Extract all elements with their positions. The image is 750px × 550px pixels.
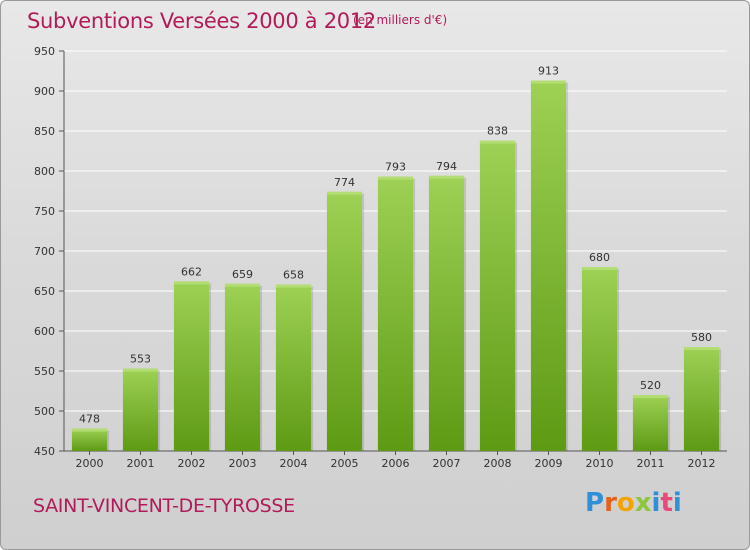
bar-highlight xyxy=(377,176,414,180)
value-labels: 478 553 662 659 658 774 793 794 838 913 680 520 580 xyxy=(79,65,712,426)
bar xyxy=(428,175,465,452)
value-label: 520 xyxy=(640,379,661,392)
y-tick-label: 750 xyxy=(34,205,55,218)
x-tick-label: 2009 xyxy=(535,457,563,470)
value-label: 680 xyxy=(589,251,610,264)
x-tick-label: 2004 xyxy=(280,457,308,470)
x-tick-label: 2000 xyxy=(76,457,104,470)
commune-name: SAINT-VINCENT-DE-TYROSSE xyxy=(33,495,295,517)
bar-highlight xyxy=(71,428,108,432)
bar xyxy=(326,191,363,452)
bar xyxy=(275,284,312,451)
value-label: 774 xyxy=(334,176,355,189)
bar xyxy=(530,80,567,451)
bar-highlight xyxy=(683,347,720,350)
bar-highlight xyxy=(326,191,363,195)
x-tick-labels: 2000 2001 2002 2003 2004 2005 2006 2007 2008 2009… xyxy=(76,451,716,470)
bar-highlight xyxy=(479,140,516,144)
x-tick-label: 2010 xyxy=(586,457,614,470)
bar xyxy=(71,428,108,451)
y-tick-label: 850 xyxy=(34,125,55,138)
y-tick-label: 550 xyxy=(34,365,55,378)
bar xyxy=(173,281,210,451)
x-tick-label: 2002 xyxy=(178,457,206,470)
x-tick-label: 2008 xyxy=(484,457,512,470)
value-label: 793 xyxy=(385,161,406,174)
x-tick-label: 2003 xyxy=(229,457,257,470)
bar-highlight xyxy=(530,80,567,84)
x-tick-label: 2007 xyxy=(433,457,461,470)
value-label: 913 xyxy=(538,65,559,78)
x-tick-label: 2012 xyxy=(688,457,716,470)
proxiti-logo[interactable]: Proxiti xyxy=(585,488,682,518)
x-tick-label: 2001 xyxy=(127,457,155,470)
y-tick-label: 650 xyxy=(34,285,55,298)
y-tick-label: 900 xyxy=(34,85,55,98)
bar-highlight xyxy=(581,267,618,270)
bars xyxy=(71,80,722,452)
bar-highlight xyxy=(632,395,669,398)
value-label: 659 xyxy=(232,268,253,281)
x-tick-label: 2005 xyxy=(331,457,359,470)
bar xyxy=(377,176,414,451)
bar-highlight xyxy=(122,368,159,372)
value-label: 794 xyxy=(436,160,457,173)
bar-highlight xyxy=(224,283,261,287)
x-tick-label: 2006 xyxy=(382,457,410,470)
value-label: 662 xyxy=(181,265,202,278)
y-tick-label: 450 xyxy=(34,445,55,458)
value-label: 658 xyxy=(283,269,304,282)
y-tick-label: 800 xyxy=(34,165,55,178)
bar xyxy=(683,347,720,451)
chart-title: Subventions Versées 2000 à 2012 xyxy=(27,9,376,33)
y-tick-label: 700 xyxy=(34,245,55,258)
bar xyxy=(581,267,618,451)
bar-highlight xyxy=(428,175,465,179)
bar xyxy=(122,368,159,451)
value-label: 478 xyxy=(79,413,100,426)
y-tick-label: 950 xyxy=(34,45,55,58)
value-label: 553 xyxy=(130,353,151,366)
y-tick-label: 600 xyxy=(34,325,55,338)
bar-highlight xyxy=(173,281,210,285)
bar xyxy=(479,140,516,451)
unit-label: (en milliers d'€) xyxy=(353,13,448,27)
y-tick-labels: 450 500 550 600 650 700 750 800 850 900 950 xyxy=(34,45,55,458)
bar xyxy=(632,395,669,451)
y-tick-label: 500 xyxy=(34,405,55,418)
bar-highlight xyxy=(275,284,312,288)
x-tick-label: 2011 xyxy=(637,457,665,470)
value-label: 580 xyxy=(691,331,712,344)
value-label: 838 xyxy=(487,125,508,138)
bar xyxy=(224,283,261,451)
